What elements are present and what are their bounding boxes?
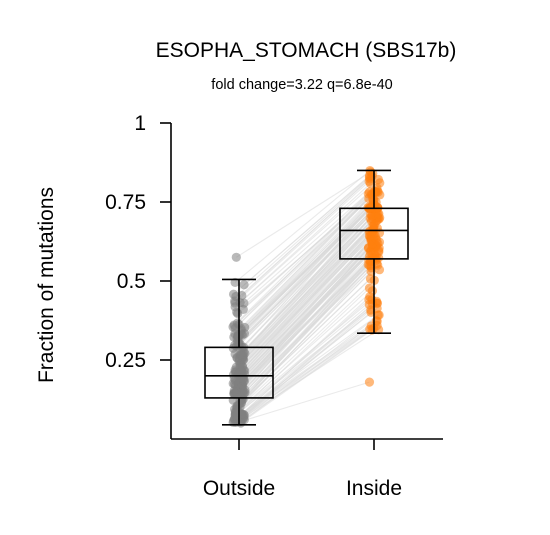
pair-line bbox=[239, 179, 379, 304]
x-tick-label: Outside bbox=[203, 477, 275, 500]
x-ticks: Outside Inside bbox=[203, 439, 402, 500]
point-outside bbox=[228, 289, 239, 299]
point-outside bbox=[231, 252, 241, 262]
pair-line bbox=[235, 290, 373, 414]
pair-line bbox=[240, 198, 374, 335]
data-points bbox=[228, 165, 385, 428]
pair-line bbox=[235, 176, 370, 297]
pair-line bbox=[238, 287, 370, 413]
axes bbox=[170, 123, 443, 440]
point-inside bbox=[365, 274, 376, 284]
y-tick-label: 1 bbox=[134, 112, 146, 135]
pair-line bbox=[243, 240, 378, 382]
y-axis-label: Fraction of mutations bbox=[35, 187, 58, 383]
pair-line bbox=[241, 296, 371, 415]
pair-line bbox=[243, 173, 374, 286]
pair-line bbox=[235, 279, 375, 413]
point-outside bbox=[239, 280, 249, 290]
pair-line bbox=[237, 191, 376, 324]
box-iqr bbox=[339, 207, 409, 260]
y-tick-label: 0.75 bbox=[105, 191, 146, 214]
pair-line bbox=[244, 232, 380, 375]
pair-line bbox=[241, 217, 381, 360]
y-ticks: 0.25 0.5 0.75 1 bbox=[105, 112, 171, 372]
pair-line bbox=[234, 180, 370, 304]
pair-line bbox=[233, 191, 370, 326]
pair-line bbox=[240, 264, 379, 404]
pair-line bbox=[244, 320, 378, 421]
chart-subtitle: fold change=3.22 q=6.8e-40 bbox=[211, 77, 392, 93]
point-inside bbox=[364, 377, 375, 387]
pair-line bbox=[242, 245, 378, 386]
y-tick-label: 0.25 bbox=[105, 349, 146, 372]
point-inside bbox=[364, 283, 375, 293]
pair-line bbox=[241, 300, 378, 415]
pair-line bbox=[242, 224, 375, 368]
pair-line bbox=[240, 381, 370, 423]
box-iqr bbox=[204, 346, 274, 399]
pair-line bbox=[243, 302, 378, 415]
point-outside bbox=[232, 318, 243, 328]
y-tick-label: 0.5 bbox=[117, 270, 146, 293]
pair-line bbox=[238, 191, 377, 325]
box-plots bbox=[204, 169, 409, 426]
pair-line bbox=[240, 194, 373, 331]
pair-line bbox=[235, 329, 379, 423]
pair-line bbox=[243, 182, 381, 304]
pair-line bbox=[242, 314, 380, 420]
pair-line bbox=[243, 194, 381, 335]
pair-line bbox=[241, 175, 373, 296]
chart-title: ESOPHA_STOMACH (SBS17b) bbox=[156, 39, 457, 62]
x-tick-label: Inside bbox=[346, 477, 402, 500]
pair-line bbox=[244, 191, 379, 328]
pair-line bbox=[234, 170, 371, 283]
pair-line bbox=[236, 171, 371, 258]
pair-line bbox=[242, 238, 377, 380]
